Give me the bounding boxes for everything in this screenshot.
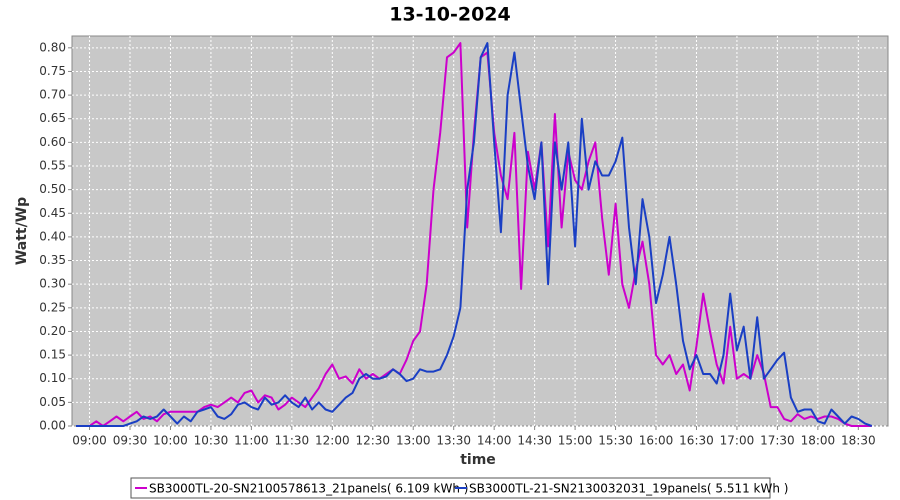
legend-box xyxy=(130,477,771,499)
y-tick-label: 0.80 xyxy=(39,40,66,54)
x-tick-label: 14:30 xyxy=(517,434,552,448)
legend-label: SB3000TL-21-SN2130032031_19panels( 5.511… xyxy=(469,482,788,496)
y-tick-label: 0.50 xyxy=(39,182,66,196)
y-tick-label: 0.00 xyxy=(39,419,66,433)
y-tick-label: 0.70 xyxy=(39,88,66,102)
x-tick-label: 10:00 xyxy=(153,434,188,448)
x-axis-label: time xyxy=(460,452,496,468)
chart-title: 13-10-2024 xyxy=(389,4,511,26)
x-tick-label: 09:00 xyxy=(72,434,107,448)
y-tick-label: 0.05 xyxy=(39,395,66,409)
y-tick-label: 0.55 xyxy=(39,159,66,173)
y-tick-label: 0.65 xyxy=(39,111,66,125)
legend-label: SB3000TL-20-SN2100578613_21panels( 6.109… xyxy=(149,482,468,496)
y-tick-label: 0.20 xyxy=(39,324,66,338)
y-tick-label: 0.25 xyxy=(39,300,66,314)
x-tick-label: 15:00 xyxy=(558,434,593,448)
y-tick-label: 0.75 xyxy=(39,64,66,78)
x-tick-label: 17:30 xyxy=(760,434,795,448)
x-tick-label: 17:00 xyxy=(720,434,755,448)
x-tick-label: 12:00 xyxy=(315,434,350,448)
x-tick-label: 13:30 xyxy=(436,434,471,448)
x-tick-label: 10:30 xyxy=(194,434,229,448)
x-tick-label: 12:30 xyxy=(355,434,390,448)
x-tick-label: 18:30 xyxy=(841,434,876,448)
x-tick-label: 11:00 xyxy=(234,434,269,448)
x-tick-label: 09:30 xyxy=(113,434,148,448)
series-line xyxy=(76,42,873,427)
y-tick-label: 0.15 xyxy=(39,348,66,362)
y-tick-label: 0.35 xyxy=(39,253,66,267)
x-tick-label: 13:00 xyxy=(396,434,431,448)
x-tick-label: 16:00 xyxy=(639,434,674,448)
y-tick-label: 0.10 xyxy=(39,371,66,385)
x-tick-label: 14:00 xyxy=(477,434,512,448)
x-tick-label: 15:30 xyxy=(598,434,633,448)
x-tick-label: 16:30 xyxy=(679,434,714,448)
y-tick-label: 0.45 xyxy=(39,206,66,220)
plot-area xyxy=(71,35,889,427)
y-tick-label: 0.40 xyxy=(39,229,66,243)
y-tick-label: 0.30 xyxy=(39,277,66,291)
x-tick-label: 11:30 xyxy=(275,434,310,448)
y-axis-label: Watt/Wp xyxy=(14,197,30,265)
x-tick-label: 18:00 xyxy=(801,434,836,448)
y-tick-label: 0.60 xyxy=(39,135,66,149)
